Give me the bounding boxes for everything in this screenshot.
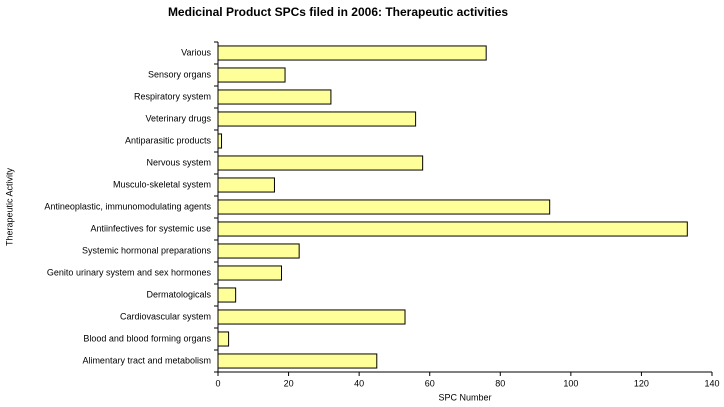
bar [217, 111, 417, 127]
y-tick-label: Genito urinary system and sex hormones [47, 267, 212, 277]
x-axis-title: SPC Number [438, 392, 491, 402]
y-tick-label: Respiratory system [134, 91, 211, 101]
y-axis-title: Therapeutic Activity [4, 167, 14, 246]
y-tick-label: Antiinfectives for systemic use [90, 223, 211, 233]
y-tick-label: Alimentary tract and metabolism [82, 355, 211, 365]
y-tick-label: Blood and blood forming organs [83, 333, 211, 343]
bar [217, 199, 551, 215]
bar [217, 265, 283, 281]
y-tick-label: Antineoplastic, immunomodulating agents [44, 201, 211, 211]
y-tick-label: Antiparasitic products [125, 135, 212, 145]
bar [217, 177, 275, 193]
y-tick-label: Cardiovascular system [120, 311, 211, 321]
x-tick-label: 60 [425, 378, 435, 388]
x-tick-label: 0 [215, 378, 220, 388]
x-tick-label: 100 [563, 378, 578, 388]
bar [217, 45, 487, 61]
bar [217, 133, 223, 149]
x-tick-label: 40 [354, 378, 364, 388]
bar [217, 353, 378, 369]
bar [217, 89, 332, 105]
y-tick-label: Veterinary drugs [145, 113, 211, 123]
bar [217, 331, 230, 347]
bar [217, 221, 688, 237]
x-tick-label: 140 [704, 378, 719, 388]
bar [217, 155, 424, 171]
y-tick-label: Various [181, 47, 211, 57]
y-tick-label: Systemic hormonal preparations [82, 245, 212, 255]
bar [217, 287, 237, 303]
bar [217, 309, 406, 325]
x-tick-label: 80 [495, 378, 505, 388]
bar [217, 243, 300, 259]
bar [217, 67, 286, 83]
chart-title: Medicinal Product SPCs filed in 2006: Th… [168, 5, 508, 19]
x-tick-label: 120 [634, 378, 649, 388]
y-tick-label: Dermatologicals [146, 289, 211, 299]
y-tick-label: Musculo-skeletal system [113, 179, 211, 189]
y-tick-label: Nervous system [146, 157, 211, 167]
y-tick-label: Sensory organs [148, 69, 212, 79]
x-tick-label: 20 [284, 378, 294, 388]
